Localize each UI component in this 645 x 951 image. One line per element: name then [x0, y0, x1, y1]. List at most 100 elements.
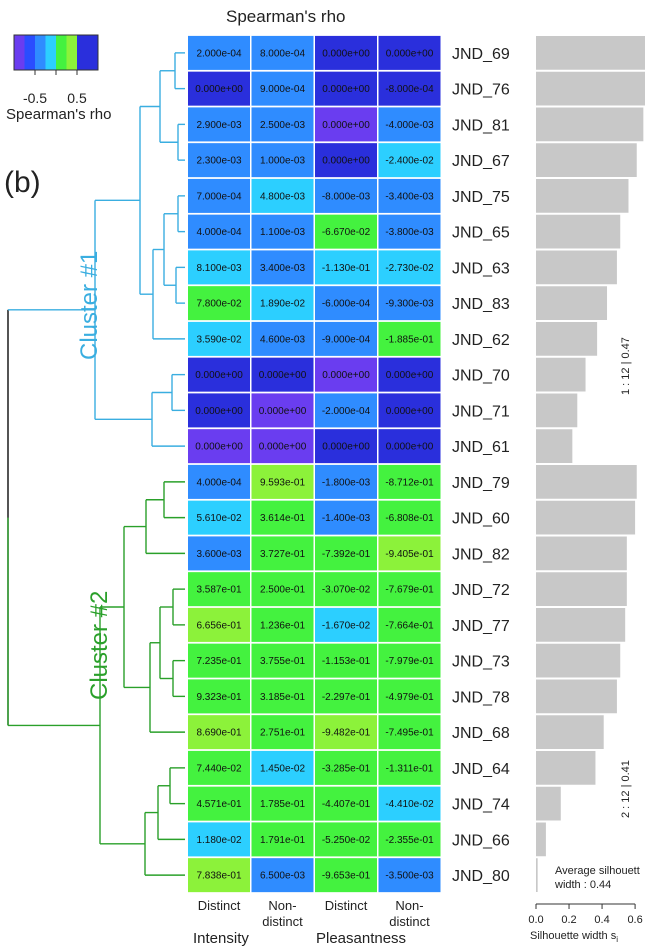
heatmap-cell [251, 286, 314, 321]
heatmap-cell [188, 607, 250, 642]
column-group-intensity: Intensity [193, 930, 249, 947]
heatmap-cell [315, 393, 377, 428]
heatmap-cell [315, 572, 377, 607]
heatmap-cell [251, 715, 314, 750]
heatmap-cell [315, 786, 377, 821]
heatmap-cell [188, 679, 250, 714]
heatmap-cell [378, 250, 441, 285]
heatmap-cell-label: 1.100e-03 [260, 227, 305, 238]
heatmap-cell [315, 858, 377, 893]
heatmap-cell [188, 572, 250, 607]
heatmap-cell-label: 0.000e+00 [322, 156, 370, 167]
heatmap-cell-label: -1.800e-03 [322, 477, 371, 488]
row-label: JND_66 [452, 832, 510, 849]
heatmap-cell-label: 3.755e-01 [260, 656, 305, 667]
heatmap-cell [378, 357, 441, 392]
heatmap-cell [251, 607, 314, 642]
heatmap-cell [251, 822, 314, 857]
silhouette-xlabel-sub: i [616, 935, 618, 945]
heatmap-cell-label: 4.600e-03 [260, 334, 305, 345]
heatmap-cell-label: -1.400e-03 [322, 513, 371, 524]
heatmap-cell-label: -1.885e-01 [385, 334, 434, 345]
chart-title: Spearman's rho [226, 7, 346, 26]
colorbar-swatch [45, 35, 57, 70]
silhouette-cluster-1-label: 1 : 12 | 0.47 [620, 337, 632, 395]
heatmap-cell-label: 0.000e+00 [322, 84, 370, 95]
heatmap-cell [188, 286, 250, 321]
heatmap-cell [378, 607, 441, 642]
heatmap-cell [188, 500, 250, 535]
heatmap-cell-label: -4.407e-01 [322, 799, 371, 810]
heatmap-cell-label: 3.727e-01 [260, 549, 305, 560]
silhouette-bar [536, 179, 629, 213]
heatmap-cell [188, 107, 250, 142]
heatmap-cell-label: -2.297e-01 [322, 692, 371, 703]
heatmap-cell-label: 8.000e-04 [260, 48, 305, 59]
heatmap-cell-label: -3.070e-02 [322, 585, 371, 596]
colorbar-swatch [24, 35, 36, 70]
column-group-pleasantness: Pleasantness [316, 930, 407, 947]
heatmap-cell [251, 321, 314, 356]
heatmap-cell [378, 858, 441, 893]
silhouette-bar [536, 322, 598, 356]
heatmap-cell-label: -6.808e-01 [385, 513, 434, 524]
heatmap-cell [315, 643, 377, 678]
column-label: Distinct [198, 898, 241, 913]
heatmap-cell [378, 464, 441, 499]
heatmap-cell [188, 71, 250, 106]
heatmap-cell-label: 9.593e-01 [260, 477, 305, 488]
row-label: JND_61 [452, 439, 510, 456]
heatmap-cell [188, 393, 250, 428]
heatmap-cell-label: 6.500e-03 [260, 871, 305, 882]
heatmap-cell-label: 0.000e+00 [386, 406, 434, 417]
heatmap-cell [188, 321, 250, 356]
colorbar-tick-label: 0.5 [67, 90, 87, 106]
heatmap-cell-label: 3.590e-02 [196, 334, 241, 345]
heatmap-cell-label: -9.405e-01 [385, 549, 434, 560]
heatmap-cell [251, 464, 314, 499]
silhouette-bar [536, 643, 621, 678]
heatmap-cell [315, 429, 377, 464]
heatmap-cell [251, 643, 314, 678]
heatmap-cell-label: -6.670e-02 [322, 227, 371, 238]
heatmap-cell-label: 4.000e-04 [196, 227, 241, 238]
colorbar: -0.5 0.5 [13, 34, 99, 106]
heatmap-cell-label: 1.890e-02 [260, 299, 305, 310]
heatmap-cell-label: -3.285e-01 [322, 763, 371, 774]
heatmap-cell [315, 143, 377, 178]
heatmap-cell-label: -2.355e-01 [385, 835, 434, 846]
heatmap-cell-label: 8.690e-01 [196, 728, 241, 739]
heatmap-cell [251, 858, 314, 893]
heatmap-cell-label: 2.500e-01 [260, 585, 305, 596]
silhouette-tick-label: 0.6 [627, 914, 642, 926]
heatmap-cell-label: 7.440e-02 [196, 763, 241, 774]
heatmap-cell-label: -5.250e-02 [322, 835, 371, 846]
row-label: JND_80 [452, 868, 510, 885]
heatmap-cell-label: 0.000e+00 [259, 370, 307, 381]
row-label: JND_83 [452, 296, 510, 313]
colorbar-swatch [77, 35, 88, 70]
heatmap-cell [378, 500, 441, 535]
heatmap-cell-label: 3.185e-01 [260, 692, 305, 703]
row-labels: JND_69 JND_76 JND_81 JND_67 JND_75 JND_65 JND_… [452, 46, 510, 885]
heatmap-cell [378, 178, 441, 213]
heatmap-cell-label: 7.235e-01 [196, 656, 241, 667]
panel-label: (b) [4, 166, 41, 199]
heatmap-cell [251, 178, 314, 213]
heatmap-cell [188, 786, 250, 821]
heatmap-cell-label: -6.000e-04 [322, 299, 371, 310]
heatmap-cell-label: 1.180e-02 [196, 835, 241, 846]
colorbar-swatch [14, 35, 25, 70]
heatmap-cell [315, 679, 377, 714]
heatmap-cell [378, 321, 441, 356]
heatmap-cell [315, 321, 377, 356]
heatmap-cell [251, 71, 314, 106]
silhouette-bar [536, 751, 596, 785]
heatmap-cell [251, 786, 314, 821]
heatmap-cell-label: 3.587e-01 [196, 585, 241, 596]
silhouette-bar [536, 465, 637, 499]
row-label: JND_74 [452, 797, 510, 814]
heatmap-cell-label: 1.000e-03 [260, 156, 305, 167]
heatmap-cell [188, 750, 250, 785]
heatmap-cell [378, 750, 441, 785]
